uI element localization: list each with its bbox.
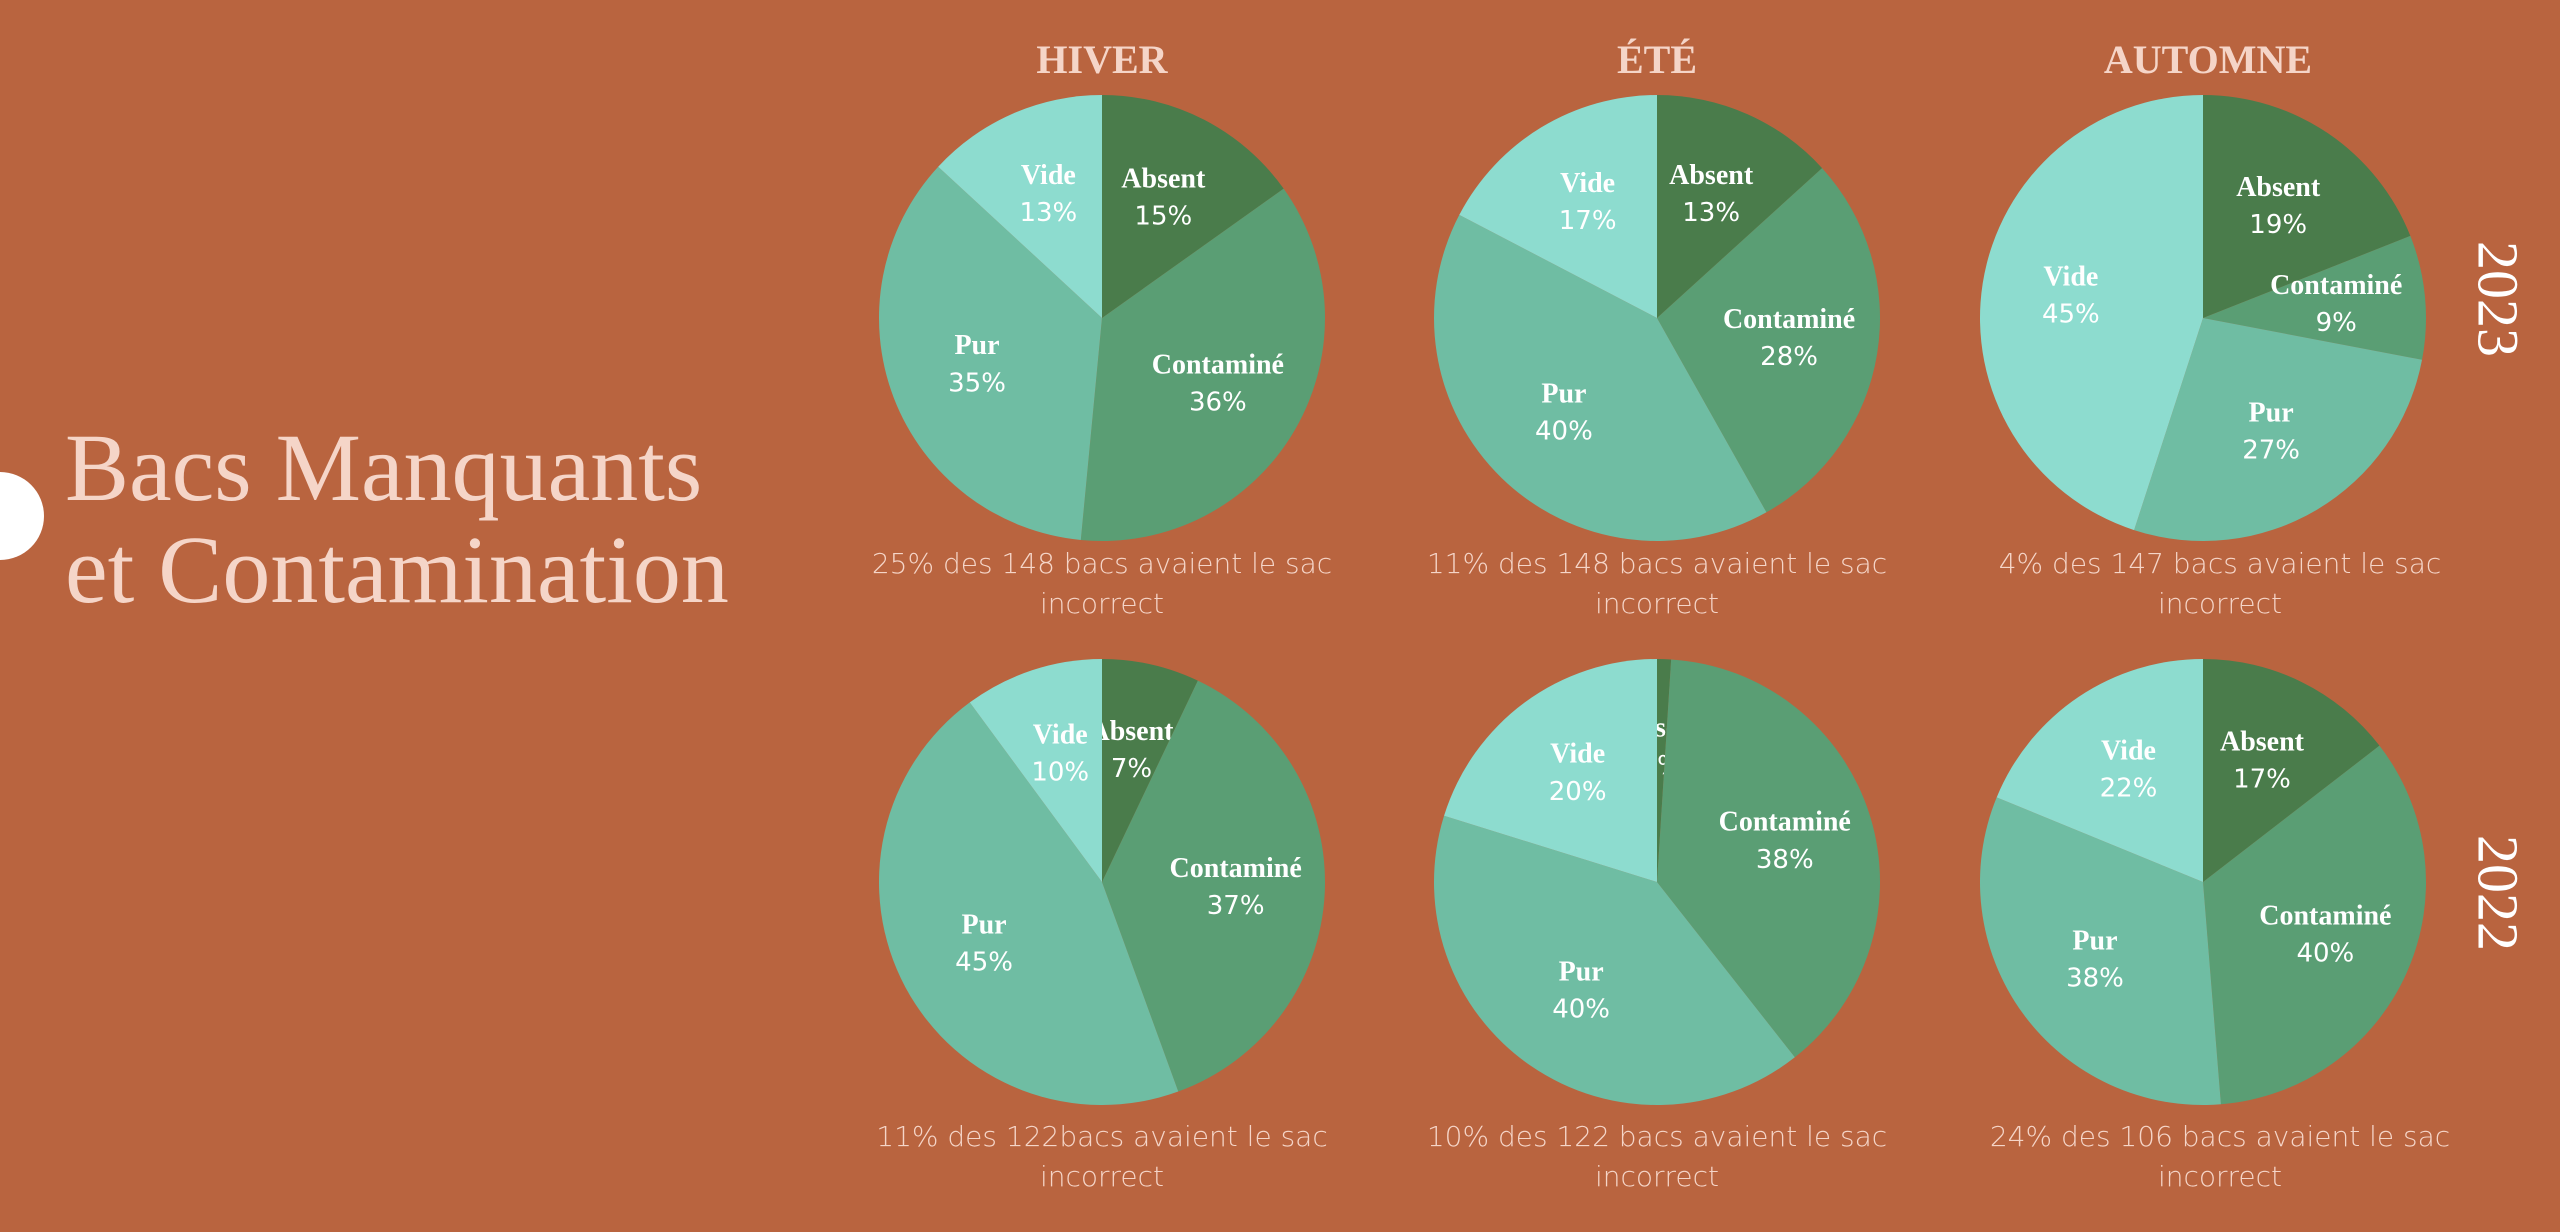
slice-value: 40% xyxy=(1552,995,1610,1025)
slide-title: et Contamination xyxy=(65,516,729,623)
pie-slice xyxy=(1980,95,2203,531)
slice-value: 7% xyxy=(1111,754,1152,784)
slice-value: 36% xyxy=(1189,387,1247,417)
slice-value: 40% xyxy=(1535,417,1593,447)
slice-value: 15% xyxy=(1134,202,1192,232)
column-header: ÉTÉ xyxy=(1616,37,1698,82)
pie-slice xyxy=(1657,659,1672,882)
column-header: HIVER xyxy=(1036,37,1168,82)
slice-category: Contaminé xyxy=(1170,853,1302,884)
slice-category: Contaminé xyxy=(2270,270,2402,301)
slice-value: 45% xyxy=(2042,300,2100,330)
slice-category: Contaminé xyxy=(2259,901,2391,932)
slice-category: Absent xyxy=(2220,726,2305,757)
slice-value: 35% xyxy=(948,368,1006,398)
slice-value: 20% xyxy=(1549,777,1607,807)
pie-slice xyxy=(1102,680,1326,1092)
pie-slice xyxy=(878,702,1179,1106)
slide-title: Bacs Manquants xyxy=(65,414,703,521)
slice-category: Absent xyxy=(1121,163,1206,194)
slice-category: Vide xyxy=(1550,739,1605,770)
slice-value: 13% xyxy=(1682,198,1740,228)
pie-slice xyxy=(1102,95,1284,318)
pie-slice xyxy=(969,659,1102,882)
pie-slice xyxy=(1444,659,1657,882)
slice-value: 9% xyxy=(2316,308,2357,338)
pie-slice xyxy=(1657,95,1823,318)
pie-slice xyxy=(2203,659,2380,882)
slice-value: 10% xyxy=(1031,757,1089,787)
caption: 25% des 148 bacs avaient le sac incorrec… xyxy=(871,547,1333,620)
slice-value: 13% xyxy=(1019,198,1077,228)
caption: 11% des 148 bacs avaient le sac incorrec… xyxy=(1426,547,1888,620)
slice-value: 40% xyxy=(2296,939,2354,969)
slice-value: 45% xyxy=(955,948,1013,978)
pie-slice xyxy=(938,95,1102,318)
pie-slice xyxy=(1434,214,1767,542)
slice-category: Pur xyxy=(1559,957,1604,988)
decoration xyxy=(0,472,44,560)
slice-category: Vide xyxy=(1033,719,1088,750)
slice-category: Absent xyxy=(1089,716,1174,747)
slice-category: Vide xyxy=(2101,735,2156,766)
slice-category: Contaminé xyxy=(1152,349,1284,380)
slice-value: 22% xyxy=(2100,773,2158,803)
slice-category: Contaminé xyxy=(1719,807,1851,838)
caption: 11% des 122bacs avaient le sac incorrect xyxy=(876,1120,1328,1193)
pie-slice xyxy=(1996,659,2203,882)
slice-category: Vide xyxy=(2043,261,2098,292)
column-header: AUTOMNE xyxy=(2103,37,2313,82)
slice-category: Pur xyxy=(2249,398,2294,429)
slice-value: 27% xyxy=(2242,436,2300,466)
slice-category: Absent xyxy=(2236,172,2321,203)
caption: 4% des 147 bacs avaient le sac incorrect xyxy=(1998,547,2442,620)
slice-category: Contaminé xyxy=(1723,304,1855,335)
slice-value: 38% xyxy=(2066,963,2124,993)
pie-slice xyxy=(1657,659,1881,1058)
slice-value: 28% xyxy=(1760,342,1818,372)
slice-category: Pur xyxy=(1541,379,1586,410)
pie-slice xyxy=(2134,318,2423,542)
pie-slice xyxy=(1080,188,1325,541)
caption: 10% des 122 bacs avaient le sac incorrec… xyxy=(1426,1120,1888,1193)
slice-category: Vide xyxy=(1560,168,1615,199)
caption: 24% des 106 bacs avaient le sac incorrec… xyxy=(1989,1120,2451,1193)
pie-slice xyxy=(1657,168,1881,513)
pie-slice xyxy=(2203,745,2426,1105)
slice-value: 37% xyxy=(1207,891,1265,921)
slice-category: Vide xyxy=(1021,160,1076,191)
slice-value: 17% xyxy=(2233,764,2291,794)
pie-slice xyxy=(1459,95,1657,318)
slice-category: Pur xyxy=(2072,925,2117,956)
pie-slice xyxy=(1434,815,1795,1105)
pie-slice xyxy=(2203,235,2426,360)
pie-slice xyxy=(878,166,1102,540)
pie-slice xyxy=(1980,797,2221,1105)
pie-slice xyxy=(1102,659,1198,882)
slice-category: Absent xyxy=(1669,160,1754,191)
pie-slice xyxy=(2203,95,2411,318)
slice-value: 38% xyxy=(1756,845,1814,875)
slice-value: 17% xyxy=(1559,206,1617,236)
slice-category: Pur xyxy=(954,330,999,361)
slice-value: 19% xyxy=(2249,210,2307,240)
slice-category: Pur xyxy=(962,910,1007,941)
